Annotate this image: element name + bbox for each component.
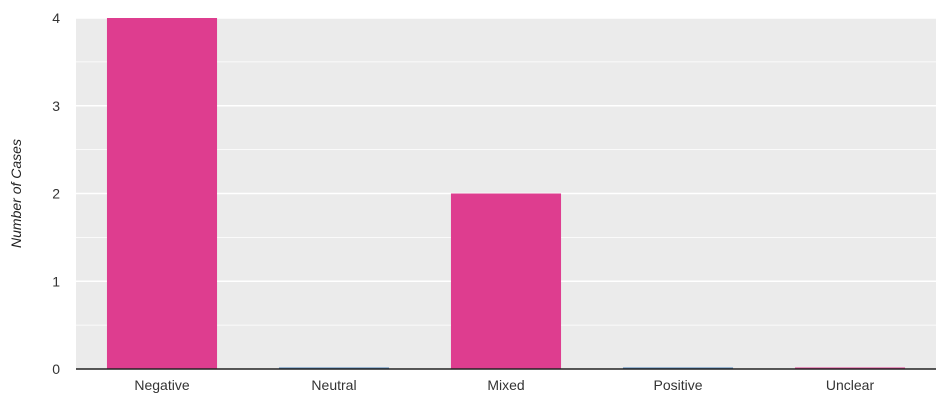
- y-axis-title: Number of Cases: [8, 139, 24, 248]
- bar: [106, 18, 218, 369]
- y-tick-label: 4: [52, 10, 60, 26]
- y-tick-labels: 0 1 2 3 4: [52, 10, 60, 377]
- bar: [450, 193, 562, 369]
- y-tick-label: 3: [52, 98, 60, 114]
- bars: [106, 18, 906, 369]
- x-tick-label: Unclear: [826, 377, 875, 393]
- x-tick-label: Mixed: [487, 377, 524, 393]
- y-tick-label: 0: [52, 361, 60, 377]
- x-tick-label: Positive: [653, 377, 702, 393]
- x-tick-label: Neutral: [311, 377, 356, 393]
- x-tick-label: Negative: [134, 377, 189, 393]
- y-tick-label: 2: [52, 186, 60, 202]
- y-tick-label: 1: [52, 273, 60, 289]
- x-tick-labels: Negative Neutral Mixed Positive Unclear: [134, 377, 874, 393]
